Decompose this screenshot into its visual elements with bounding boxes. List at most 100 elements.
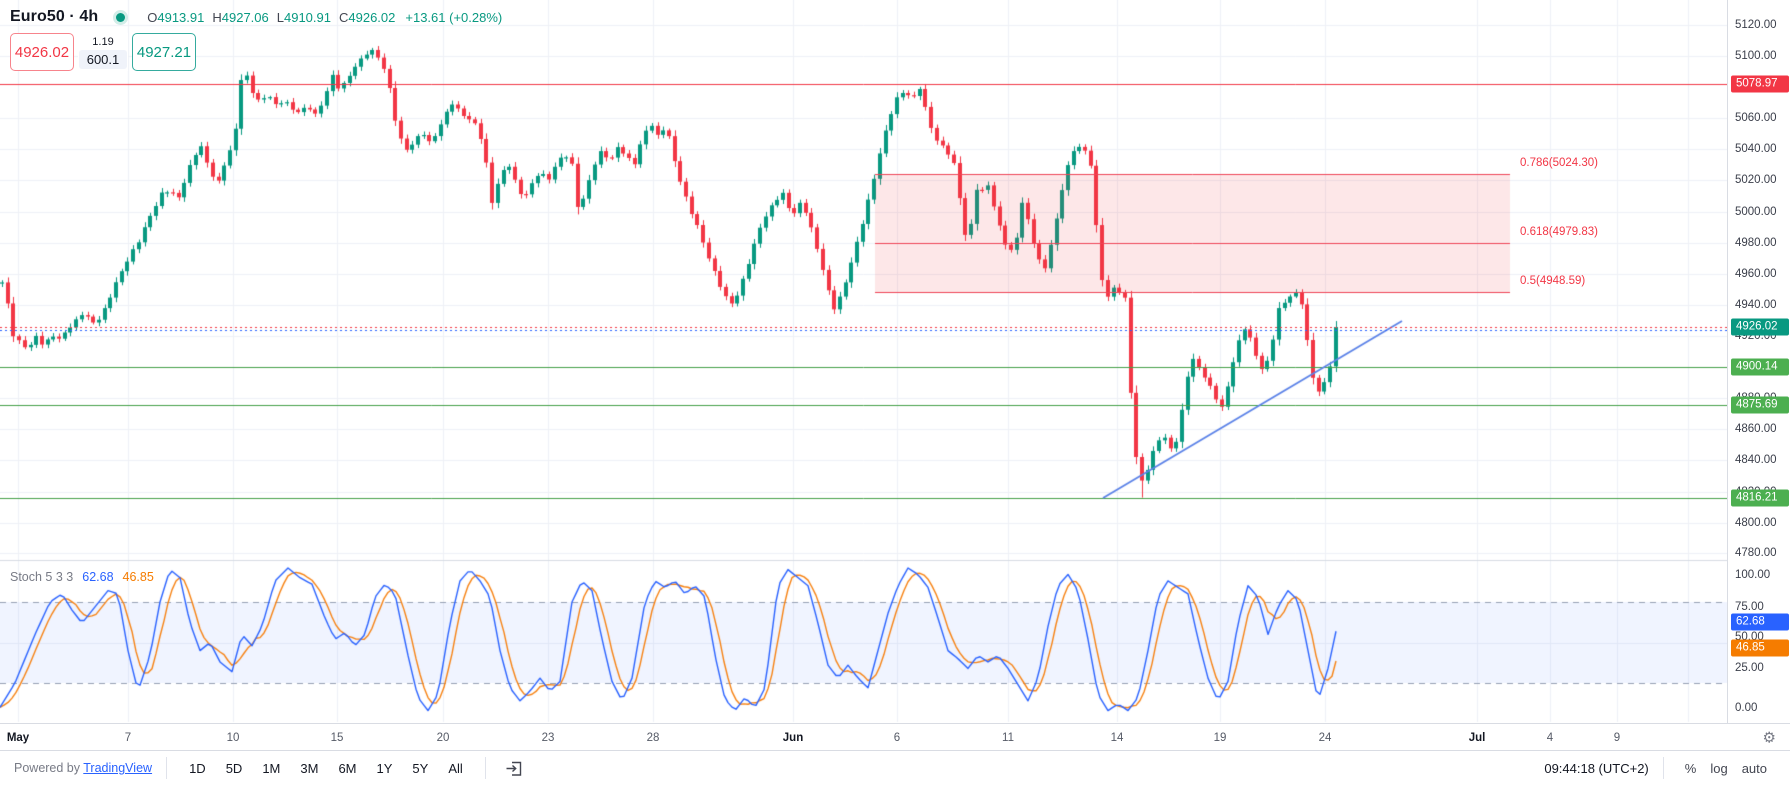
powered-by-text: Powered by [14, 761, 81, 775]
stochastic-legend: Stoch 5 3 3 62.68 46.85 [10, 570, 154, 584]
ohlc-item: C4926.02 [339, 10, 395, 25]
powered-by-label: Powered by TradingView [14, 761, 152, 775]
log-scale-button[interactable]: log [1703, 758, 1734, 779]
ohlc-letter: H [212, 9, 222, 25]
time-tick-label: 15 [330, 731, 344, 744]
ohlc-number: 4910.91 [283, 9, 331, 25]
axis-tick-label: 4840.00 [1735, 454, 1777, 466]
time-tick-label: 9 [1613, 731, 1621, 744]
time-tick-label: Jul [1468, 731, 1486, 744]
time-tick-label: 23 [541, 731, 555, 744]
time-tick-label: 7 [124, 731, 132, 744]
symbol-title[interactable]: Euro50 · 4h [10, 8, 99, 25]
range-button-1y[interactable]: 1Y [369, 757, 401, 780]
stoch-d-value: 46.85 [122, 570, 154, 584]
ohlc-number: 4913.91 [157, 9, 205, 25]
axis-tick-label: 4940.00 [1735, 299, 1777, 311]
ohlc-item: H4927.06 [212, 10, 268, 25]
range-button-5d[interactable]: 5D [218, 757, 251, 780]
time-tick-label: 19 [1213, 731, 1227, 744]
axis-tick-label: 5120.00 [1735, 19, 1777, 31]
stoch-k-value: 62.68 [82, 570, 114, 584]
quantity-box[interactable]: 600.1 [78, 49, 128, 69]
axis-tick-label: 4860.00 [1735, 423, 1777, 435]
range-buttons: 1D 5D 1M 3M 6M 1Y 5Y All [181, 757, 471, 780]
axis-price-badge: 4926.02 [1731, 318, 1789, 336]
clock[interactable]: 09:44:18 (UTC+2) [1544, 760, 1649, 776]
ohlc-letter: C [338, 9, 349, 25]
spread-column: 1.19 600.1 [78, 33, 128, 71]
time-tick-label: 24 [1318, 731, 1332, 744]
range-button-5y[interactable]: 5Y [404, 757, 436, 780]
bottom-toolbar: Powered by TradingView 1D 5D 1M 3M 6M 1Y 5Y All… [0, 750, 1790, 785]
gear-icon[interactable]: ⚙ [1762, 729, 1776, 746]
ohlc-values: O4913.91 H4927.06 L4910.91 C4926.02 [147, 10, 403, 25]
axis-tick-label: 4980.00 [1735, 237, 1777, 249]
axis-tick-label: 4960.00 [1735, 268, 1777, 280]
axis-price-badge: 5078.97 [1731, 75, 1789, 93]
spread-value: 1.19 [92, 35, 114, 48]
price-axis[interactable]: 5120.00 5100.00 5060.00 5040.00 5020.00 5000.… [1727, 0, 1790, 723]
axis-price-badge: 62.68 [1731, 613, 1789, 631]
go-to-date-button[interactable] [500, 756, 529, 781]
legend-header-row: Euro50 · 4h O4913.91 H4927.06 L4910.91 C492… [10, 6, 502, 28]
auto-scale-button[interactable]: auto [1735, 758, 1774, 779]
axis-price-badge: 46.85 [1731, 639, 1789, 657]
toolbar-separator [484, 757, 486, 779]
axis-tick-label: 5100.00 [1735, 50, 1777, 62]
range-button-3m[interactable]: 3M [292, 757, 326, 780]
time-tick-label: 28 [646, 731, 660, 744]
axis-tick-label: 5000.00 [1735, 206, 1777, 218]
chart-legend: Euro50 · 4h O4913.91 H4927.06 L4910.91 C492… [10, 6, 502, 71]
time-tick-label: May [6, 731, 30, 744]
tradingview-link[interactable]: TradingView [83, 761, 153, 775]
axis-tick-label: 4800.00 [1735, 517, 1777, 529]
ohlc-item: O4913.91 [147, 10, 204, 25]
time-tick-label: 4 [1546, 731, 1554, 744]
market-status-icon [116, 12, 126, 22]
percent-scale-button[interactable]: % [1678, 758, 1704, 779]
ohlc-item: L4910.91 [277, 10, 331, 25]
ohlc-number: 4926.02 [348, 9, 396, 25]
axis-tick-label: 25.00 [1735, 662, 1764, 674]
time-tick-label: Jun [782, 731, 804, 744]
ohlc-number: 4927.06 [221, 9, 269, 25]
axis-tick-label: 4780.00 [1735, 547, 1777, 559]
range-button-1d[interactable]: 1D [181, 757, 214, 780]
axis-tick-label: 0.00 [1735, 702, 1758, 714]
axis-tick-label: 5020.00 [1735, 174, 1777, 186]
toolbar-separator [1662, 757, 1664, 779]
chart-region: Euro50 · 4h O4913.91 H4927.06 L4910.91 C492… [0, 0, 1727, 723]
ohlc-letter: L [276, 9, 284, 25]
fib-level-label: 0.5(4948.59) [1520, 275, 1586, 287]
toolbar-separator [166, 757, 168, 779]
go-to-date-icon [506, 761, 521, 776]
axis-tick-label: 75.00 [1735, 601, 1764, 613]
fib-level-label: 0.786(5024.30) [1520, 157, 1599, 169]
price-chart-canvas[interactable] [0, 0, 1727, 723]
axis-tick-label: 5060.00 [1735, 112, 1777, 124]
fib-level-label: 0.618(4979.83) [1520, 226, 1599, 238]
axis-tick-label: 100.00 [1735, 569, 1771, 581]
range-button-1m[interactable]: 1M [254, 757, 288, 780]
axis-tick-label: 5040.00 [1735, 143, 1777, 155]
time-tick-label: 14 [1110, 731, 1124, 744]
time-tick-label: 20 [436, 731, 450, 744]
sell-button[interactable]: 4926.02 [10, 33, 74, 71]
order-panel: 4926.02 1.19 600.1 4927.21 [10, 33, 502, 71]
time-axis[interactable]: ⚙ May 7 10 15 20 23 28 Jun 6 11 14 19 24 Jul 4 9 [0, 723, 1790, 751]
axis-price-badge: 4816.21 [1731, 489, 1789, 507]
axis-price-badge: 4900.14 [1731, 358, 1789, 376]
time-tick-label: 11 [1002, 731, 1014, 744]
range-button-all[interactable]: All [440, 757, 470, 780]
stoch-indicator-label[interactable]: Stoch 5 3 3 [10, 570, 74, 584]
change-value: +13.61 (+0.28%) [405, 9, 503, 25]
toolbar-right-group: 09:44:18 (UTC+2) % log auto [1544, 757, 1774, 779]
time-tick-label: 10 [226, 731, 240, 744]
time-tick-label: 6 [893, 731, 901, 744]
ohlc-letter: O [147, 9, 158, 25]
range-button-6m[interactable]: 6M [330, 757, 364, 780]
buy-button[interactable]: 4927.21 [132, 33, 196, 71]
axis-price-badge: 4875.69 [1731, 396, 1789, 414]
